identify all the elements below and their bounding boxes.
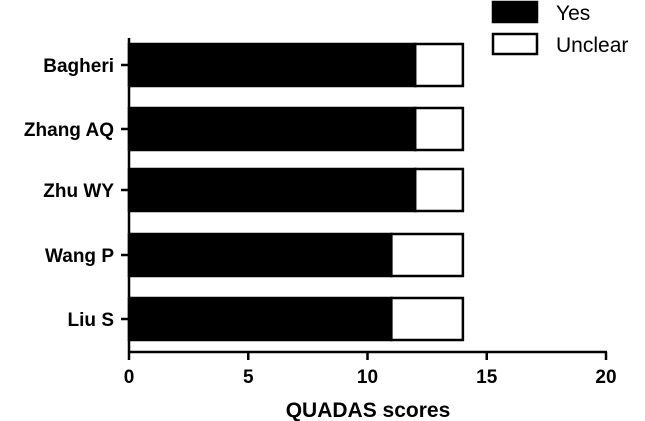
category-label: Zhang AQ	[24, 120, 114, 141]
x-tick-label: 20	[595, 367, 616, 388]
bar-unclear-2	[413, 106, 465, 152]
category-label: Zhu WY	[43, 181, 114, 202]
x-tick-label: 10	[357, 367, 378, 388]
x-ticks: 0 5 10 15 20	[124, 352, 617, 388]
bar-unclear-3	[413, 167, 465, 213]
bars-layer	[127, 42, 465, 342]
x-tick-label: 0	[124, 367, 135, 388]
legend-swatch-unclear	[491, 32, 539, 56]
bar-unclear-5	[390, 296, 465, 342]
bar-yes-4	[127, 232, 393, 278]
legend-label-yes: Yes	[556, 2, 590, 25]
category-label: Wang P	[45, 246, 114, 267]
bar-yes-5	[127, 296, 393, 342]
bar-unclear-1	[413, 42, 465, 88]
x-tick-label: 5	[243, 367, 254, 388]
legend-label-unclear: Unclear	[556, 34, 628, 57]
legend-swatch-yes	[491, 0, 539, 24]
bar-yes-1	[127, 42, 417, 88]
bar-yes-3	[127, 167, 417, 213]
bar-yes-2	[127, 106, 417, 152]
y-ticks: Bagheri Zhang AQ Zhu WY Wang P Liu S	[24, 56, 129, 331]
legend: Yes Unclear	[491, 0, 628, 57]
x-tick-label: 15	[476, 367, 498, 388]
category-label: Bagheri	[43, 56, 114, 77]
category-label: Liu S	[68, 310, 114, 331]
bar-unclear-4	[390, 232, 465, 278]
x-axis-title: QUADAS scores	[286, 399, 451, 421]
